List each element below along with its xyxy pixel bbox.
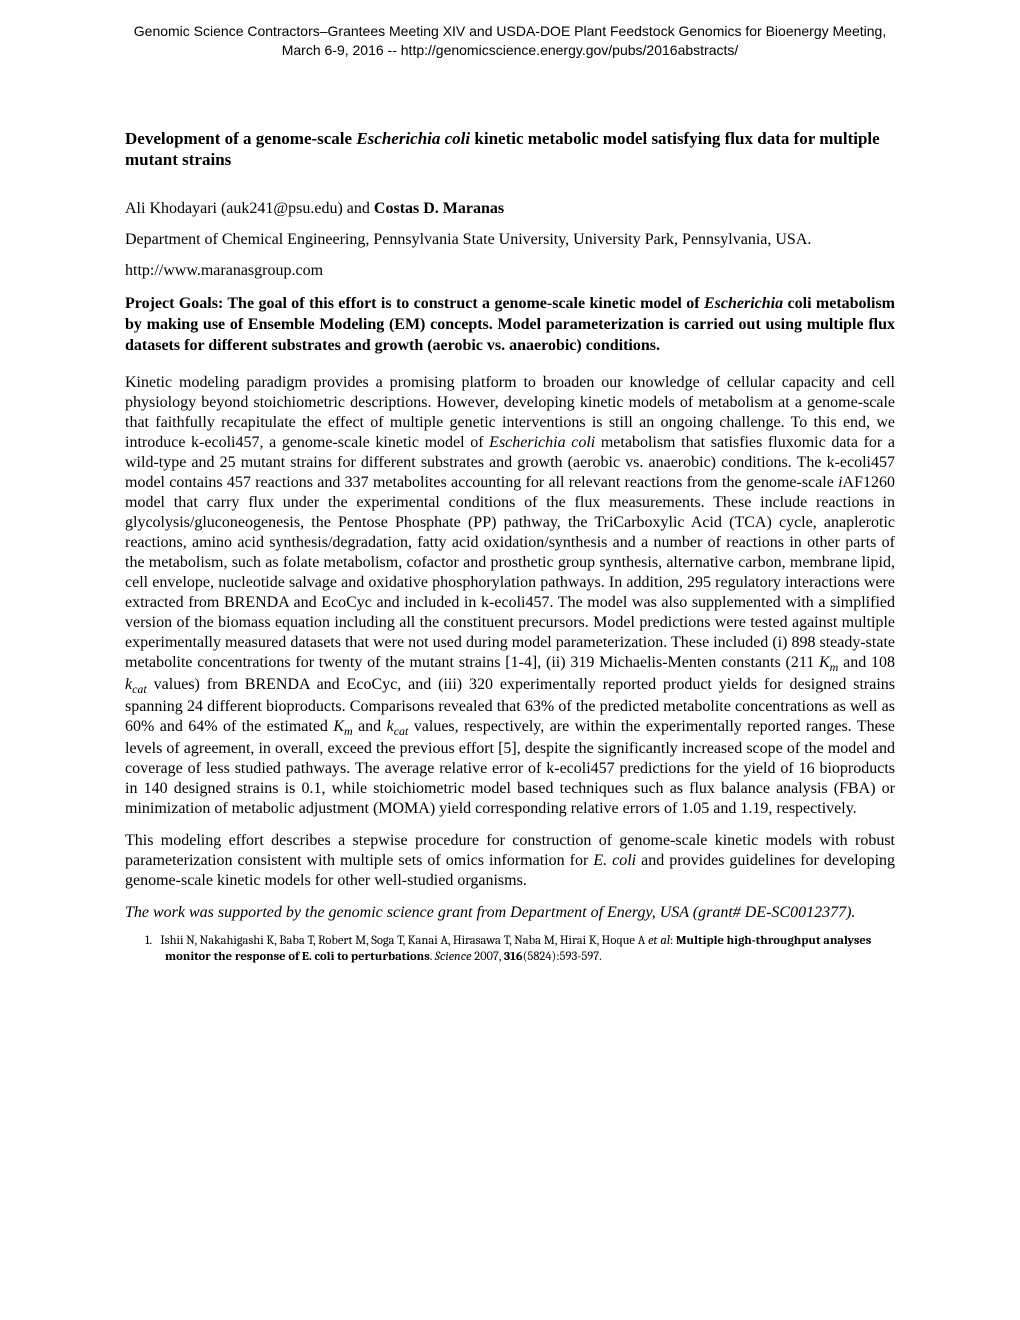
funding-statement: The work was supported by the genomic sc… bbox=[125, 903, 895, 923]
reference-1: 1. Ishii N, Nakahigashi K, Baba T, Rober… bbox=[125, 933, 895, 966]
affiliation: Department of Chemical Engineering, Penn… bbox=[125, 230, 895, 250]
header-line2: March 6-9, 2016 -- http://genomicscience… bbox=[282, 42, 739, 58]
authors: Ali Khodayari (auk241@psu.edu) and Costa… bbox=[125, 200, 895, 218]
project-goals: Project Goals: The goal of this effort i… bbox=[125, 294, 895, 356]
header-line1: Genomic Science Contractors–Grantees Mee… bbox=[134, 23, 886, 39]
abstract-paragraph-2: This modeling effort describes a stepwis… bbox=[125, 831, 895, 891]
conference-header: Genomic Science Contractors–Grantees Mee… bbox=[125, 22, 895, 60]
paper-title: Development of a genome-scale Escherichi… bbox=[125, 128, 895, 171]
abstract-paragraph-1: Kinetic modeling paradigm provides a pro… bbox=[125, 373, 895, 820]
group-url: http://www.maranasgroup.com bbox=[125, 262, 895, 280]
